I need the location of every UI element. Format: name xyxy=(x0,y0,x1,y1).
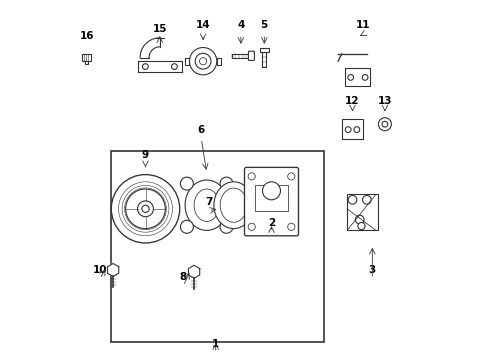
Circle shape xyxy=(180,177,193,190)
Circle shape xyxy=(142,205,149,212)
FancyBboxPatch shape xyxy=(244,167,298,236)
Text: 8: 8 xyxy=(179,272,186,282)
Bar xyxy=(346,194,377,230)
Circle shape xyxy=(378,118,390,131)
Circle shape xyxy=(247,223,255,230)
Circle shape xyxy=(142,64,148,69)
Circle shape xyxy=(287,173,294,180)
Text: 5: 5 xyxy=(260,20,267,30)
Text: 10: 10 xyxy=(92,265,107,275)
Circle shape xyxy=(345,127,350,132)
Text: 13: 13 xyxy=(377,96,391,106)
Ellipse shape xyxy=(185,180,228,230)
Ellipse shape xyxy=(213,182,253,229)
Text: 11: 11 xyxy=(355,20,370,30)
Bar xyxy=(85,61,88,64)
Circle shape xyxy=(125,189,165,229)
Polygon shape xyxy=(188,265,199,278)
Circle shape xyxy=(381,121,387,127)
Circle shape xyxy=(355,215,363,224)
Circle shape xyxy=(195,53,211,69)
Ellipse shape xyxy=(194,189,219,221)
Text: 1: 1 xyxy=(212,339,219,349)
Circle shape xyxy=(180,220,193,233)
FancyBboxPatch shape xyxy=(248,51,254,60)
Circle shape xyxy=(137,201,153,217)
Polygon shape xyxy=(107,264,119,276)
Circle shape xyxy=(199,58,206,65)
Bar xyxy=(111,151,323,342)
Text: 6: 6 xyxy=(197,125,204,135)
Circle shape xyxy=(347,195,356,204)
Circle shape xyxy=(357,222,365,230)
Bar xyxy=(231,54,249,58)
Circle shape xyxy=(353,127,359,132)
Circle shape xyxy=(287,223,294,230)
Circle shape xyxy=(189,48,216,75)
Bar xyxy=(341,119,363,139)
Bar xyxy=(260,48,268,52)
Circle shape xyxy=(362,75,367,80)
Bar xyxy=(345,68,370,86)
Bar xyxy=(262,52,266,67)
Circle shape xyxy=(171,64,177,69)
Bar xyxy=(185,58,189,65)
Text: 7: 7 xyxy=(204,197,212,207)
Bar xyxy=(216,58,221,65)
Text: 16: 16 xyxy=(80,31,94,41)
Bar xyxy=(255,185,287,211)
Text: 3: 3 xyxy=(368,265,375,275)
Text: 9: 9 xyxy=(142,150,149,160)
Circle shape xyxy=(347,75,353,80)
Circle shape xyxy=(362,195,370,204)
Text: 12: 12 xyxy=(345,96,359,106)
Text: 2: 2 xyxy=(267,218,275,228)
Circle shape xyxy=(220,177,232,190)
Circle shape xyxy=(247,173,255,180)
Circle shape xyxy=(262,182,280,200)
Text: 4: 4 xyxy=(237,20,244,30)
Text: 15: 15 xyxy=(152,24,167,34)
Ellipse shape xyxy=(220,188,247,222)
Circle shape xyxy=(220,220,232,233)
Text: 14: 14 xyxy=(195,20,210,30)
Bar xyxy=(82,54,91,61)
Circle shape xyxy=(111,175,179,243)
